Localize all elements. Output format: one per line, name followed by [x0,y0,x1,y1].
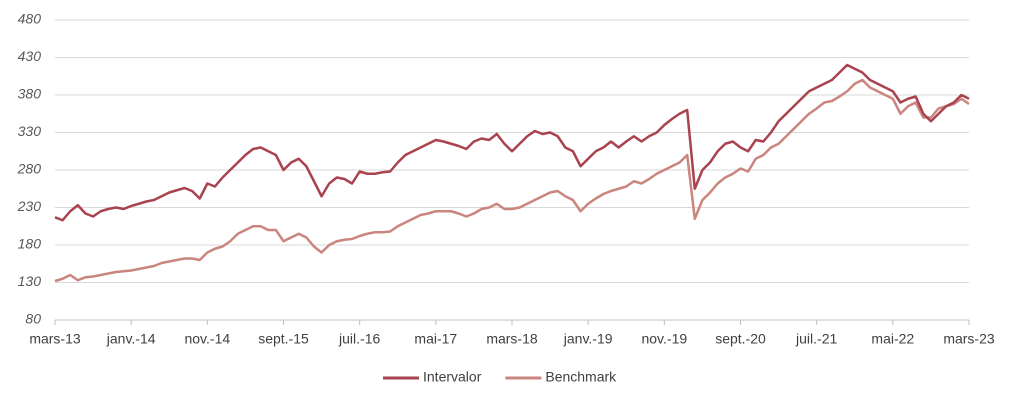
x-tick-label: mars-18 [486,331,538,347]
x-tick-label: mars-13 [29,331,81,347]
legend-label: Intervalor [423,369,482,385]
y-tick-label: 480 [18,11,42,27]
y-tick-label: 80 [25,311,41,327]
series-line [54,78,970,283]
x-tick-label: juil.-21 [795,331,837,347]
x-tick-label: mai-17 [414,331,457,347]
x-tick-label: nov.-19 [641,331,687,347]
x-tick-label: sept.-15 [258,331,309,347]
x-tick-label: mai-22 [871,331,914,347]
series-line [54,63,970,222]
x-tick-label: janv.-19 [563,331,613,347]
legend-label: Benchmark [545,369,617,385]
y-tick-label: 380 [18,86,42,102]
y-tick-label: 430 [18,48,42,64]
y-tick-label: 330 [18,123,42,139]
x-tick-label: sept.-20 [715,331,766,347]
y-tick-label: 130 [18,273,42,289]
x-tick-label: juil.-16 [338,331,380,347]
x-tick-label: nov.-14 [184,331,230,347]
y-tick-label: 280 [17,161,42,177]
y-tick-label: 230 [17,198,42,214]
x-tick-label: janv.-14 [106,331,156,347]
y-tick-label: 180 [18,236,42,252]
x-tick-label: mars-23 [943,331,995,347]
